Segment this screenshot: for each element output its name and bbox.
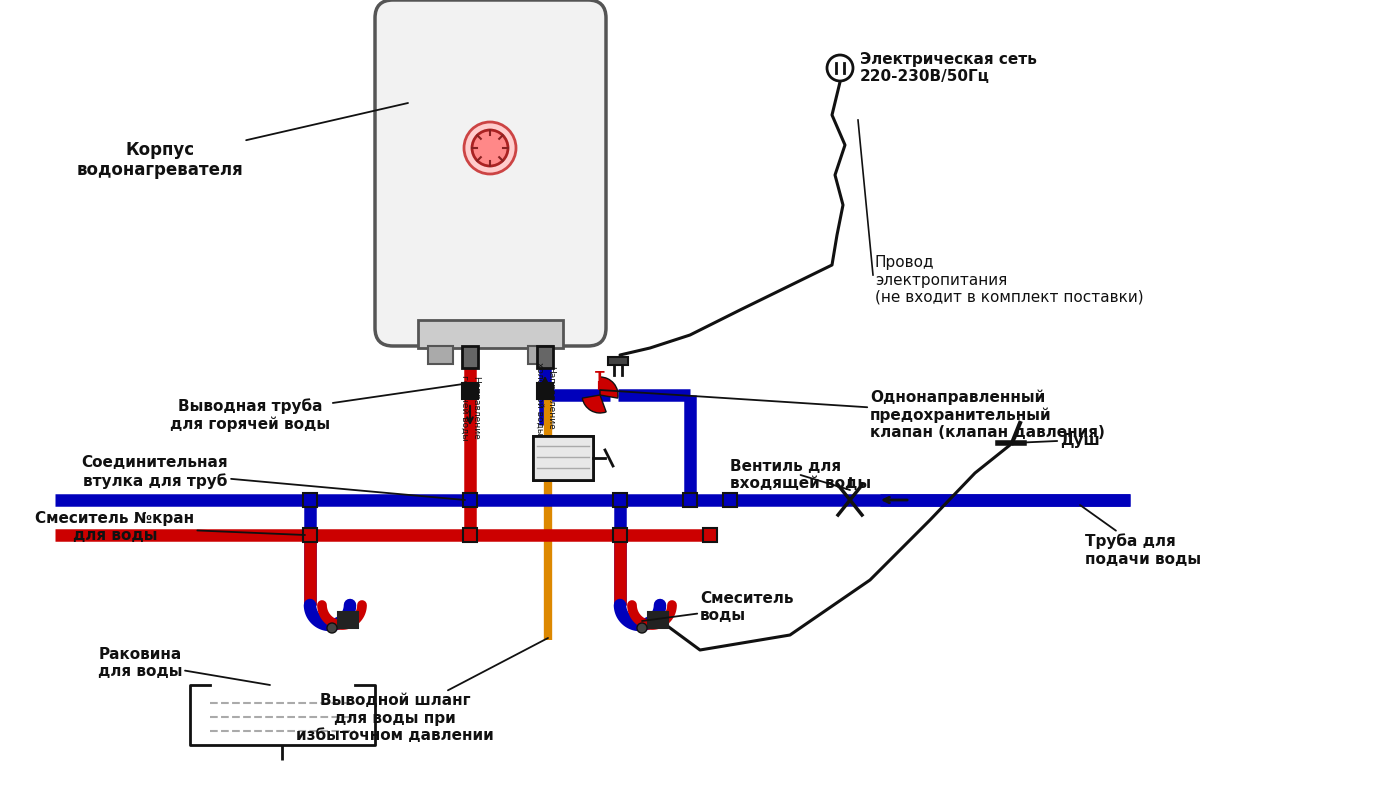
Text: Смеситель №кран
для воды: Смеситель №кран для воды — [36, 511, 304, 543]
Text: Вентиль для
входящей воды: Вентиль для входящей воды — [729, 459, 871, 491]
FancyBboxPatch shape — [375, 0, 606, 346]
Bar — [722, 493, 738, 507]
Bar — [608, 357, 628, 365]
Bar — [703, 528, 717, 542]
Circle shape — [327, 623, 336, 633]
Bar — [303, 528, 317, 542]
Text: T: T — [595, 370, 605, 384]
Text: Труба для
подачи воды: Труба для подачи воды — [1080, 505, 1201, 566]
Circle shape — [828, 55, 853, 81]
Circle shape — [637, 623, 646, 633]
Bar — [533, 436, 592, 480]
Bar — [462, 346, 477, 368]
Bar — [648, 612, 668, 628]
Bar — [303, 493, 317, 507]
Bar — [533, 436, 592, 480]
Bar — [418, 320, 563, 348]
Bar — [462, 383, 477, 399]
Text: Выводная труба
для горячей воды: Выводная труба для горячей воды — [170, 383, 471, 432]
Bar — [682, 493, 698, 507]
Text: Однонаправленный
предохранительный
клапан (клапан давления): Однонаправленный предохранительный клапа… — [601, 390, 1104, 441]
Bar — [338, 612, 358, 628]
Bar — [464, 528, 477, 542]
Text: Электрическая сеть
220-230В/50Гц: Электрическая сеть 220-230В/50Гц — [859, 52, 1037, 84]
Bar — [613, 493, 627, 507]
Text: Направление
холодной воды: Направление холодной воды — [536, 362, 555, 434]
Wedge shape — [601, 377, 619, 398]
Text: Корпус
водонагревателя: Корпус водонагревателя — [76, 103, 408, 179]
Bar — [428, 346, 453, 364]
Circle shape — [464, 122, 516, 174]
Text: Направление
горячей воды: Направление горячей воды — [461, 375, 480, 441]
Text: Раковина
для воды: Раковина для воды — [98, 646, 270, 685]
Wedge shape — [583, 395, 606, 413]
Bar — [464, 493, 477, 507]
Text: Смеситель
воды: Смеситель воды — [642, 590, 793, 623]
Bar — [613, 528, 627, 542]
Circle shape — [472, 130, 508, 166]
Text: Душ: Душ — [1012, 433, 1100, 447]
Text: Выводной шланг
для воды при
избыточном давлении: Выводной шланг для воды при избыточном д… — [296, 638, 548, 743]
Text: Соединительная
втулка для труб: Соединительная втулка для труб — [82, 455, 465, 500]
Text: Провод
электропитания
(не входит в комплект поставки): Провод электропитания (не входит в компл… — [875, 255, 1143, 305]
Bar — [537, 346, 554, 368]
Bar — [537, 383, 554, 399]
Bar — [529, 346, 554, 364]
